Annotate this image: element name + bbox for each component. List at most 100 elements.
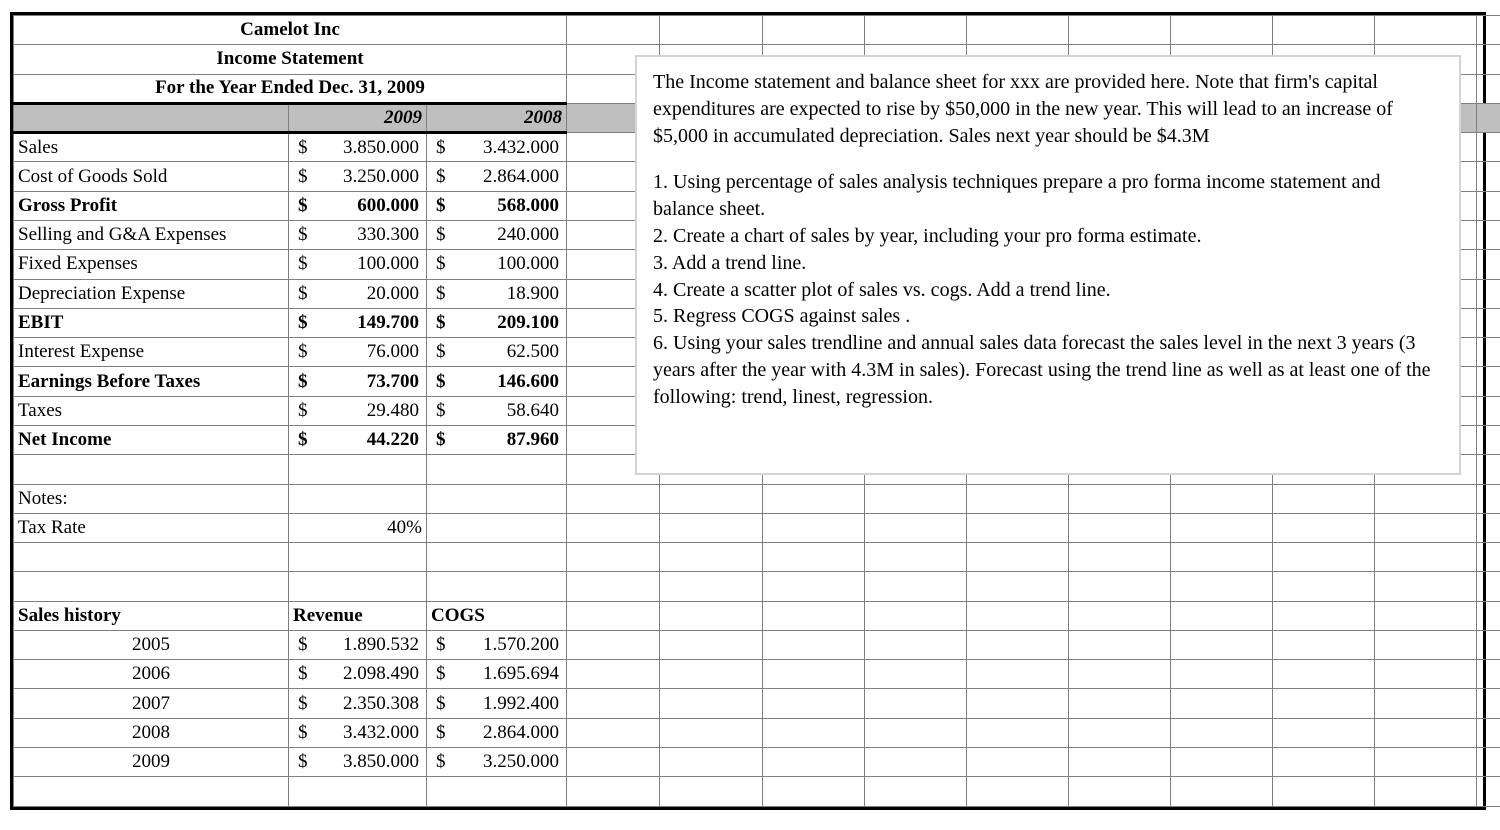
money-cell[interactable]: $3.432.000 (425, 132, 568, 163)
row-label[interactable]: Net Income (13, 424, 289, 456)
year-header-2009[interactable]: 2009 (288, 101, 427, 135)
empty-cell[interactable] (1068, 659, 1172, 690)
empty-cell[interactable] (966, 717, 1070, 749)
empty-cell[interactable] (1476, 307, 1500, 339)
money-cell[interactable]: $76.000 (288, 337, 427, 368)
empty-cell[interactable] (762, 747, 866, 778)
empty-cell[interactable] (966, 776, 1070, 807)
money-cell[interactable]: $3.250.000 (288, 161, 427, 192)
empty-cell[interactable] (966, 600, 1070, 631)
empty-cell[interactable] (1476, 190, 1500, 221)
row-label[interactable]: EBIT (13, 307, 289, 339)
empty-cell[interactable] (1476, 542, 1500, 573)
empty-cell[interactable] (1170, 747, 1274, 778)
sales-history-col-cogs[interactable]: COGS (425, 600, 568, 631)
empty-cell[interactable] (288, 483, 427, 514)
empty-cell[interactable] (1272, 512, 1376, 544)
empty-cell[interactable] (864, 659, 968, 690)
empty-cell[interactable] (659, 688, 764, 719)
empty-cell[interactable] (1272, 571, 1376, 602)
empty-cell[interactable] (1476, 747, 1500, 778)
empty-cell[interactable] (966, 14, 1070, 46)
row-label[interactable]: Earnings Before Taxes (13, 366, 289, 397)
empty-cell[interactable] (659, 483, 764, 514)
empty-cell[interactable] (1374, 688, 1478, 719)
empty-cell[interactable] (864, 629, 968, 661)
money-cell[interactable]: $29.480 (288, 395, 427, 426)
empty-cell[interactable] (566, 483, 661, 514)
empty-cell[interactable] (566, 512, 661, 544)
empty-cell[interactable] (1068, 688, 1172, 719)
empty-cell[interactable] (1476, 73, 1500, 104)
empty-cell[interactable] (1476, 659, 1500, 690)
row-label[interactable]: Sales (13, 132, 289, 163)
empty-cell[interactable] (1272, 747, 1376, 778)
empty-cell[interactable] (1170, 688, 1274, 719)
empty-cell[interactable] (1272, 542, 1376, 573)
empty-cell[interactable] (1170, 776, 1274, 807)
empty-cell[interactable] (1476, 688, 1500, 719)
money-cell[interactable]: $149.700 (288, 307, 427, 339)
empty-cell[interactable] (1476, 44, 1500, 75)
empty-cell[interactable] (864, 14, 968, 46)
empty-cell[interactable] (659, 659, 764, 690)
empty-cell[interactable] (864, 512, 968, 544)
empty-cell[interactable] (966, 542, 1070, 573)
row-label[interactable]: Cost of Goods Sold (13, 161, 289, 192)
money-cell[interactable]: $2.098.490 (288, 659, 427, 690)
money-cell[interactable]: $3.850.000 (288, 132, 427, 163)
sales-history-col-revenue[interactable]: Revenue (288, 600, 427, 631)
spacer-cell[interactable] (425, 542, 568, 573)
money-cell[interactable]: $1.890.532 (288, 629, 427, 661)
empty-cell[interactable] (1476, 454, 1500, 485)
spacer-cell[interactable] (288, 454, 427, 485)
empty-cell[interactable] (659, 542, 764, 573)
empty-cell[interactable] (1170, 600, 1274, 631)
empty-cell[interactable] (966, 512, 1070, 544)
empty-cell[interactable] (1374, 483, 1478, 514)
empty-cell[interactable] (659, 600, 764, 631)
year-header-blank[interactable] (13, 101, 289, 135)
empty-cell[interactable] (1374, 600, 1478, 631)
empty-cell[interactable] (1476, 219, 1500, 251)
empty-cell[interactable] (1170, 483, 1274, 514)
row-label[interactable]: Gross Profit (13, 190, 289, 221)
empty-cell[interactable] (1068, 717, 1172, 749)
row-label[interactable]: Taxes (13, 395, 289, 426)
empty-cell[interactable] (659, 629, 764, 661)
empty-cell[interactable] (1476, 600, 1500, 631)
empty-cell[interactable] (864, 483, 968, 514)
empty-cell[interactable] (566, 688, 661, 719)
empty-cell[interactable] (566, 14, 661, 46)
money-cell[interactable]: $1.570.200 (425, 629, 568, 661)
empty-cell[interactable] (762, 717, 866, 749)
empty-cell[interactable] (425, 512, 568, 544)
money-cell[interactable]: $568.000 (425, 190, 568, 221)
empty-cell[interactable] (762, 776, 866, 807)
empty-cell[interactable] (1476, 395, 1500, 426)
tax-rate-value[interactable]: 40% (288, 512, 427, 544)
money-cell[interactable]: $1.992.400 (425, 688, 568, 719)
spacer-cell[interactable] (13, 571, 289, 602)
empty-cell[interactable] (1476, 337, 1500, 368)
spacer-cell[interactable] (13, 542, 289, 573)
empty-cell[interactable] (1272, 483, 1376, 514)
sales-history-year[interactable]: 2008 (13, 717, 289, 749)
money-cell[interactable]: $73.700 (288, 366, 427, 397)
empty-cell[interactable] (1068, 542, 1172, 573)
empty-cell[interactable] (566, 776, 661, 807)
empty-cell[interactable] (1476, 424, 1500, 456)
empty-cell[interactable] (659, 747, 764, 778)
empty-cell[interactable] (966, 688, 1070, 719)
empty-cell[interactable] (864, 542, 968, 573)
empty-cell[interactable] (1476, 14, 1500, 46)
notes-heading[interactable]: Notes: (13, 483, 289, 514)
money-cell[interactable]: $3.850.000 (288, 747, 427, 778)
sales-history-year[interactable]: 2006 (13, 659, 289, 690)
empty-cell[interactable] (1272, 600, 1376, 631)
money-cell[interactable]: $2.864.000 (425, 161, 568, 192)
empty-cell[interactable] (566, 659, 661, 690)
empty-cell[interactable] (1476, 571, 1500, 602)
empty-cell[interactable] (864, 600, 968, 631)
empty-cell[interactable] (864, 717, 968, 749)
